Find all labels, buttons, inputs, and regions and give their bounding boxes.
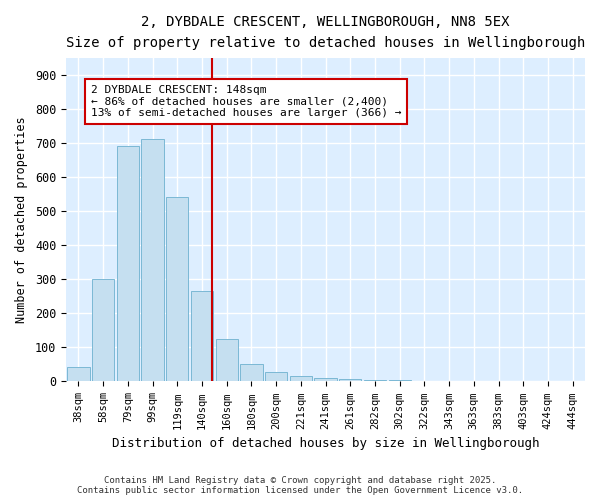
Bar [166, 198, 188, 382]
Bar [142, 140, 164, 382]
X-axis label: Distribution of detached houses by size in Wellingborough: Distribution of detached houses by size … [112, 437, 539, 450]
Bar [191, 291, 213, 382]
Bar [364, 380, 386, 382]
Bar [339, 379, 361, 382]
Bar [389, 380, 411, 382]
Bar [290, 376, 312, 382]
Bar [240, 364, 263, 382]
Y-axis label: Number of detached properties: Number of detached properties [15, 116, 28, 323]
Bar [265, 372, 287, 382]
Text: 2 DYBDALE CRESCENT: 148sqm
← 86% of detached houses are smaller (2,400)
13% of s: 2 DYBDALE CRESCENT: 148sqm ← 86% of deta… [91, 85, 401, 118]
Bar [438, 381, 460, 382]
Bar [314, 378, 337, 382]
Text: Contains HM Land Registry data © Crown copyright and database right 2025.
Contai: Contains HM Land Registry data © Crown c… [77, 476, 523, 495]
Bar [117, 146, 139, 382]
Bar [92, 279, 114, 382]
Bar [413, 381, 436, 382]
Title: 2, DYBDALE CRESCENT, WELLINGBOROUGH, NN8 5EX
Size of property relative to detach: 2, DYBDALE CRESCENT, WELLINGBOROUGH, NN8… [66, 15, 585, 50]
Bar [215, 339, 238, 382]
Bar [463, 381, 485, 382]
Bar [67, 367, 89, 382]
